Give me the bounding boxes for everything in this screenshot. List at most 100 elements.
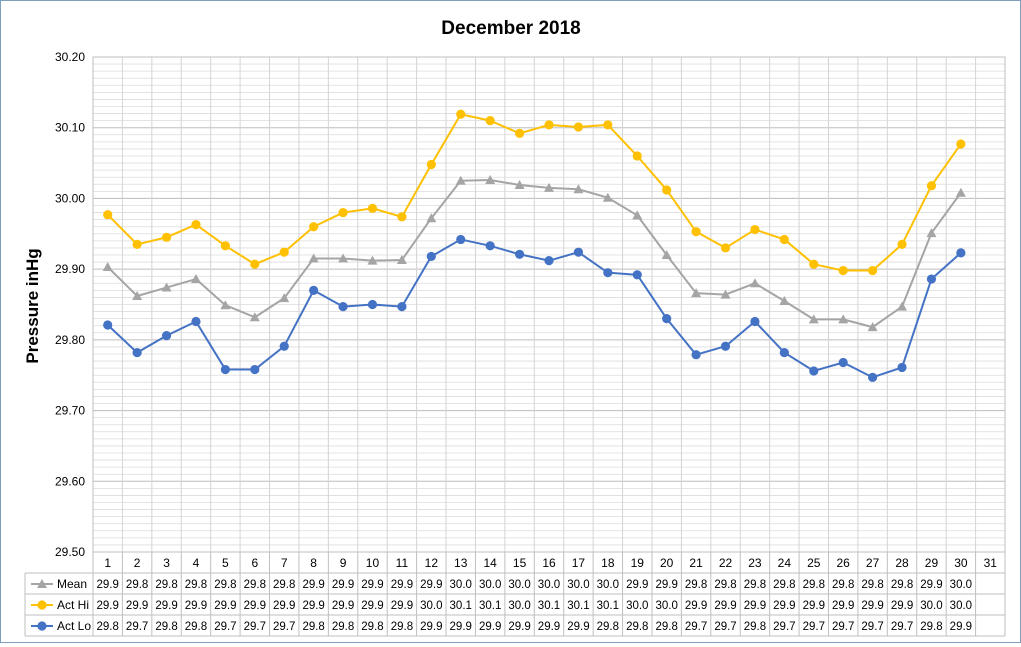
- data-point: [103, 320, 113, 330]
- y-tick-label: 30.20: [55, 50, 85, 64]
- table-cell-value: 29.7: [273, 621, 295, 633]
- table-cell-value: 29.9: [155, 600, 177, 612]
- data-point: [456, 109, 466, 119]
- data-point: [573, 122, 584, 132]
- data-point: [838, 265, 848, 276]
- data-point: [573, 247, 584, 257]
- table-cell-value: 30.0: [920, 600, 942, 612]
- table-cell-value: 29.8: [302, 621, 324, 633]
- table-cell-value: 29.9: [302, 600, 324, 612]
- data-point: [838, 314, 849, 324]
- table-cell-value: 29.8: [626, 621, 648, 633]
- x-category-label: 14: [483, 556, 497, 570]
- data-point: [750, 316, 760, 327]
- data-point: [603, 120, 613, 130]
- table-cell-value: 29.9: [332, 579, 354, 591]
- legend-label: Act Hi: [57, 598, 89, 612]
- legend-label: Mean: [57, 577, 87, 591]
- data-point: [220, 241, 230, 251]
- table-cell-value: 29.8: [744, 621, 766, 633]
- data-point: [397, 302, 407, 312]
- table-cell-value: 29.8: [185, 579, 207, 591]
- data-point: [338, 207, 348, 218]
- data-point: [426, 159, 436, 170]
- table-cell-value: 29.9: [920, 579, 942, 591]
- table-cell-value: 29.9: [803, 600, 825, 612]
- table-cell-value: 30.0: [567, 579, 589, 591]
- data-point: [455, 175, 466, 185]
- table-cell-value: 30.0: [508, 579, 530, 591]
- x-category-label: 2: [134, 556, 141, 570]
- table-cell-value: 30.1: [538, 600, 560, 612]
- data-point: [691, 288, 702, 298]
- x-category-label: 3: [163, 556, 170, 570]
- data-point: [279, 293, 290, 303]
- table-cell-value: 29.9: [332, 600, 354, 612]
- y-tick-label: 30.00: [55, 191, 85, 205]
- table-cell-value: 29.8: [714, 579, 736, 591]
- table-cell-value: 29.8: [891, 579, 913, 591]
- table-cell-value: 29.7: [214, 621, 236, 633]
- series-lines: [102, 109, 966, 382]
- data-point: [132, 347, 142, 358]
- table-cell-value: 29.9: [626, 579, 648, 591]
- data-point: [720, 243, 731, 253]
- x-category-label: 10: [366, 556, 380, 570]
- table-cell-value: 30.0: [655, 600, 677, 612]
- data-point: [867, 322, 878, 332]
- table-cell-value: 29.7: [861, 621, 883, 633]
- table-cell-value: 29.8: [920, 621, 942, 633]
- data-point: [37, 621, 47, 631]
- data-point: [338, 302, 348, 312]
- table-cell-value: 29.9: [685, 600, 707, 612]
- x-category-label: 24: [778, 556, 792, 570]
- table-cell-value: 29.9: [214, 600, 236, 612]
- table-cell-value: 29.7: [803, 621, 825, 633]
- data-point: [426, 213, 437, 223]
- data-point: [632, 210, 643, 220]
- table-cell-value: 29.7: [714, 621, 736, 633]
- data-point: [926, 228, 937, 238]
- data-point: [544, 256, 554, 266]
- legend-label: Act Lo: [57, 619, 91, 633]
- table-cell-value: 29.7: [685, 621, 707, 633]
- data-point: [897, 362, 907, 373]
- data-point: [956, 248, 966, 258]
- data-point: [514, 249, 525, 259]
- x-category-label: 5: [222, 556, 229, 570]
- table-cell-value: 30.0: [450, 579, 472, 591]
- table-cell-value: 29.9: [567, 621, 589, 633]
- table-cell-value: 30.1: [597, 600, 619, 612]
- table-cell-value: 30.0: [950, 579, 972, 591]
- data-point: [661, 250, 672, 259]
- x-category-label: 23: [748, 556, 762, 570]
- data-point: [250, 259, 260, 269]
- table-cell-value: 29.8: [803, 579, 825, 591]
- table-cell-value: 29.8: [685, 579, 707, 591]
- y-tick-label: 29.70: [55, 404, 85, 418]
- x-category-label: 11: [396, 556, 409, 570]
- y-tick-label: 29.80: [55, 333, 85, 347]
- data-point: [956, 139, 966, 149]
- table-cell-value: 29.8: [744, 579, 766, 591]
- data-point: [132, 291, 143, 301]
- table-cell-value: 29.8: [155, 621, 177, 633]
- table-cell-value: 29.7: [126, 621, 148, 633]
- data-point: [868, 265, 878, 276]
- data-point: [750, 224, 760, 235]
- data-point: [838, 357, 848, 368]
- y-axis-ticks: 29.50 29.60 29.70 29.80 29.90 30.00 30.10 30.20: [55, 50, 85, 559]
- data-point: [37, 600, 47, 610]
- table-cell-value: 29.9: [832, 600, 854, 612]
- data-point: [897, 301, 908, 311]
- table-cell-value: 30.0: [420, 600, 442, 612]
- table-cell-value: 29.8: [155, 579, 177, 591]
- data-point: [809, 366, 819, 376]
- x-category-label: 28: [895, 556, 909, 570]
- data-point: [132, 239, 142, 249]
- table-cell-value: 29.8: [773, 579, 795, 591]
- table-cell-value: 30.0: [538, 579, 560, 591]
- chart-title: December 2018: [441, 18, 580, 39]
- data-point: [632, 270, 642, 280]
- data-table: 1 2 3 4 5 6 7 8 9 10 11 12 13 14 15 16 17 18 19 20 21 22 23 24 2…: [24, 551, 1006, 637]
